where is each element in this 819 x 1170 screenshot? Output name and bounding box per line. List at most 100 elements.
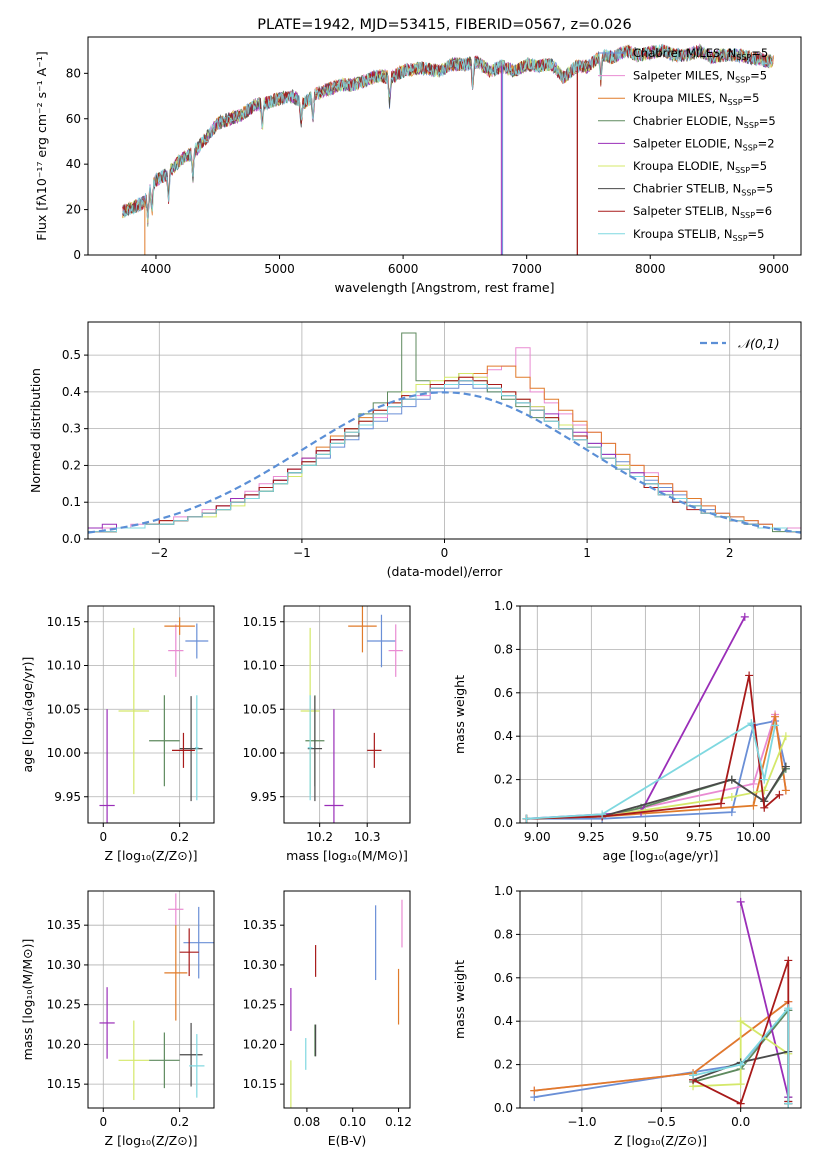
axes-frame (87, 36, 802, 256)
error-point (179, 1022, 203, 1087)
y-tick-label: 0.6 (494, 686, 513, 700)
weight-point (598, 810, 607, 819)
error-point (185, 623, 209, 659)
y-tick-label: 0.2 (494, 1058, 513, 1072)
y-tick-label: 10.00 (47, 746, 81, 760)
y-tick-label: 10.15 (47, 1077, 81, 1091)
weight-point (740, 612, 749, 621)
y-axis-label: age [log₁₀(age/yr)] (20, 657, 35, 773)
normal-curve (88, 391, 801, 534)
axes-frame (87, 605, 215, 824)
x-tick-label: 0.08 (294, 1115, 321, 1129)
x-tick-label: 0 (441, 546, 449, 560)
error-point (118, 627, 150, 795)
legend-entry: Salpeter STELIB, NSSP=6 (633, 204, 772, 220)
weight-point (771, 712, 780, 721)
x-tick-label: 10.3 (354, 830, 381, 844)
x-tick-label: 1 (583, 546, 591, 560)
lines-z-weight (530, 897, 793, 1108)
x-tick-label: 0.0 (731, 1115, 750, 1129)
legend-entry: Chabrier STELIB, NSSP=5 (633, 182, 773, 198)
y-tick-label: 10.05 (243, 702, 277, 716)
legend-entry: Kroupa STELIB, NSSP=5 (633, 227, 764, 243)
error-point (388, 624, 403, 677)
frame-ebv-mass: 0.08 0.10 0.12 10.15 10.20 10.25 10.30 10.35 E(B… (243, 890, 412, 1148)
y-tick-label: 10.35 (47, 918, 81, 932)
frame-z-age: 0 0.2 9.95 10.00 10.05 10.10 10.15 Z [log₁₀(Z/Z… (20, 605, 215, 863)
y-tick-label: 0.0 (494, 816, 513, 830)
legend-label: Salpeter MILES, N (633, 69, 735, 83)
legend-sub: SSP (743, 143, 758, 152)
legend-entry: Chabrier MILES, NSSP=5 (633, 46, 768, 62)
axes-z-mass (88, 891, 214, 1108)
error-point (194, 695, 199, 801)
y-tick-label: 40 (66, 157, 81, 171)
legend-entry: Kroupa ELODIE, NSSP=5 (633, 159, 767, 175)
y-axis-label: mass weight (452, 675, 467, 754)
weight-point (727, 808, 736, 817)
y-tick-label: 9.95 (54, 790, 81, 804)
legend-suffix: =5 (750, 69, 767, 83)
error-point (183, 906, 214, 979)
weight-point (745, 671, 754, 680)
x-tick-label: −1 (293, 546, 311, 560)
x-tick-label: 0.2 (170, 830, 189, 844)
error-point (118, 1020, 150, 1101)
weight-point (784, 956, 793, 965)
y-tick-label: 10.30 (243, 958, 277, 972)
weight-series-line (692, 1005, 790, 1104)
weight-series-line (739, 901, 790, 1098)
y-tick-label: 0.0 (62, 532, 81, 546)
error-point (367, 614, 396, 668)
y-tick-label: 1.0 (494, 599, 513, 613)
axes-frame (283, 605, 411, 824)
axes-z-age (88, 606, 214, 823)
y-tick-label: 10.25 (243, 998, 277, 1012)
y-tick-label: 20 (66, 203, 81, 217)
x-tick-label: −2 (150, 546, 168, 560)
y-tick-label: 10.15 (47, 615, 81, 629)
y-tick-label: 0.3 (62, 422, 81, 436)
x-tick-label: 0.10 (339, 1115, 366, 1129)
legend-sub: SSP (741, 189, 756, 198)
axes-z-weight (520, 890, 801, 1109)
x-tick-label: 10.00 (736, 830, 770, 844)
legend-label: Chabrier ELODIE, N (633, 114, 744, 128)
legend-sub: SSP (740, 211, 755, 220)
x-tick-label: 2 (726, 546, 734, 560)
weight-point (760, 775, 769, 784)
grid-z-weight (520, 890, 801, 1109)
weight-point (530, 1086, 539, 1095)
y-tick-label: 10.05 (47, 702, 81, 716)
legend-suffix: =5 (756, 182, 773, 196)
error-point (168, 893, 184, 926)
legend-label: 𝒩(0,1) (738, 336, 780, 351)
legend-label: Kroupa STELIB, N (633, 227, 733, 241)
grid-z-age (88, 606, 214, 823)
y-axis-label: Normed distribution (28, 368, 43, 493)
y-tick-label: 0.4 (494, 1014, 513, 1028)
y-tick-label: 0.2 (62, 458, 81, 472)
error-point (168, 624, 184, 677)
y-tick-label: 10.10 (243, 659, 277, 673)
legend-label: Chabrier STELIB, N (633, 182, 741, 196)
x-axis-label: age [log₁₀(age/yr)] (603, 848, 719, 863)
x-tick-label: 10.2 (306, 830, 333, 844)
axes-frame (519, 890, 802, 1109)
y-tick-label: 10.20 (47, 1037, 81, 1051)
histograms (88, 332, 801, 539)
legend-label: Salpeter ELODIE, N (633, 136, 743, 150)
chart-title: PLATE=1942, MJD=53415, FIBERID=0567, z=0… (257, 17, 631, 33)
error-point (99, 987, 115, 1059)
legend-label: Salpeter STELIB, N (633, 204, 740, 218)
points-z-mass (99, 893, 214, 1101)
y-tick-label: 0.8 (494, 927, 513, 941)
y-axis-label: Flux [fλ10⁻¹⁷ erg cm⁻² s⁻¹ A⁻¹] (34, 51, 49, 240)
legend-suffix: =2 (758, 136, 775, 150)
points-mass-age (300, 606, 403, 823)
error-point (324, 709, 344, 823)
legend-sub: SSP (735, 166, 750, 175)
y-tick-label: 0.6 (494, 971, 513, 985)
weight-point (760, 803, 769, 812)
legend: Chabrier MILES, NSSP=5 Salpeter MILES, N S… (598, 46, 776, 243)
